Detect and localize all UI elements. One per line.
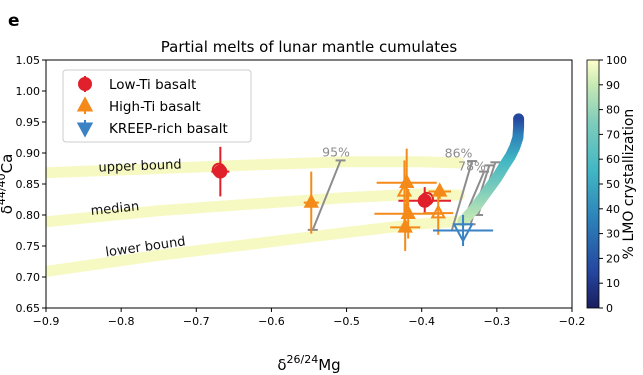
y-axis-label-sup: 44/40	[0, 173, 8, 205]
legend: Low-Ti basalt High-Ti basalt KREEP-rich ba…	[62, 69, 252, 143]
x-axis-ticks: −0.9 −0.8 −0.7 −0.6 −0.5 −0.4 −0.3 −0.2	[33, 308, 586, 328]
legend-marker	[76, 96, 94, 112]
colorbar	[586, 59, 600, 309]
legend-label: KREEP-rich basalt	[109, 121, 228, 137]
colorbar-label: % LMO crystallization	[621, 109, 637, 260]
band-label: median	[90, 199, 140, 219]
data-point	[432, 182, 448, 197]
y-tick-label: 0.75	[16, 240, 41, 253]
y-tick-label: 0.90	[16, 147, 41, 160]
band-2	[46, 215, 465, 277]
colorbar-tick-label: 100	[606, 54, 627, 67]
colorbar-label-group: % LMO crystallization	[621, 109, 637, 260]
data-point	[430, 204, 446, 219]
plot-area	[46, 113, 525, 277]
colorbar-tick-label: 40	[606, 203, 620, 216]
colorbar-ticks: 0 10 20 30 40 50 60 70 80 90 100	[599, 54, 627, 315]
legend-label: Low-Ti basalt	[109, 77, 196, 93]
x-axis-label-tail: Mg	[318, 356, 340, 374]
y-axis-label-tail: Ca	[0, 154, 16, 174]
colorbar-tick-label: 30	[606, 228, 620, 241]
y-axis-label-base: δ	[0, 205, 16, 214]
tie-line	[311, 160, 342, 231]
data-point	[303, 193, 319, 208]
chart-title: Partial melts of lunar mantle cumulates	[161, 38, 458, 56]
y-tick-label: 0.80	[16, 209, 41, 222]
colorbar-tick-label: 90	[606, 79, 620, 92]
y-tick-label: 0.95	[16, 116, 41, 129]
panel-label: e	[8, 11, 20, 31]
legend-marker	[78, 77, 92, 91]
colorbar-tick-label: 70	[606, 128, 620, 141]
colorbar-tick-label: 0	[606, 302, 613, 315]
y-tick-label: 0.65	[16, 302, 41, 315]
crystallization-curve	[457, 113, 525, 227]
x-tick-label: −0.2	[559, 315, 586, 328]
y-tick-label: 0.85	[16, 178, 41, 191]
colorbar-tick-label: 80	[606, 104, 620, 117]
y-tick-label: 1.05	[16, 54, 41, 67]
colorbar-tick-label: 10	[606, 277, 620, 290]
y-axis-label-group: δ44/40Ca	[0, 154, 16, 215]
tie-line-label: 86%	[445, 145, 473, 160]
x-tick-label: −0.3	[483, 315, 510, 328]
x-tick-label: −0.6	[258, 315, 285, 328]
data-point	[419, 191, 434, 206]
crystallization-path	[457, 113, 525, 227]
colorbar-tick-label: 50	[606, 178, 620, 191]
tie-line-label: 78%	[458, 158, 486, 173]
y-tick-label: 0.70	[16, 271, 41, 284]
y-tick-label: 1.00	[16, 85, 41, 98]
colorbar-tick-label: 20	[606, 252, 620, 265]
data-points	[211, 146, 494, 251]
tie-line	[450, 160, 474, 231]
x-tick-label: −0.5	[333, 315, 360, 328]
x-tick-label: −0.9	[33, 315, 60, 328]
x-axis-label-base: δ	[277, 356, 286, 374]
x-axis-label: δ26/24Mg	[277, 353, 340, 374]
legend-label: High-Ti basalt	[109, 99, 201, 115]
tie-line-label: 95%	[322, 145, 350, 160]
x-tick-label: −0.7	[183, 315, 210, 328]
data-point	[399, 173, 415, 188]
legend-box	[62, 69, 252, 143]
x-axis-label-sup: 26/24	[287, 353, 319, 366]
band-0	[46, 156, 465, 179]
band-label: upper bound	[98, 157, 182, 175]
colorbar-tick-label: 60	[606, 153, 620, 166]
x-tick-label: −0.4	[408, 315, 435, 328]
data-point	[452, 223, 474, 243]
data-point	[211, 162, 226, 177]
legend-marker	[76, 122, 94, 138]
data-point	[397, 218, 413, 233]
y-axis-ticks: 0.65 0.70 0.75 0.80 0.85 0.90 0.95 1.00 1.05	[16, 54, 46, 315]
y-axis-label: δ44/40Ca	[0, 154, 16, 215]
x-tick-label: −0.8	[108, 315, 135, 328]
